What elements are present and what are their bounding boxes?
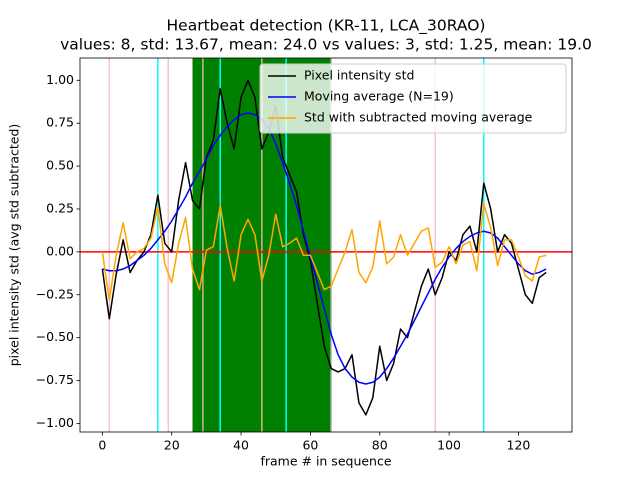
x-tick-label: 80: [372, 438, 388, 453]
x-axis-label: frame # in sequence: [260, 454, 391, 469]
y-tick-label: 0.50: [46, 158, 74, 173]
chart-subtitle: values: 8, std: 13.67, mean: 24.0 vs val…: [60, 36, 592, 54]
legend-box: [259, 63, 567, 134]
data-line: [101, 203, 547, 301]
legend-label: Std with subtracted moving average: [304, 110, 533, 125]
chart-title: Heartbeat detection (KR-11, LCA_30RAO): [167, 17, 486, 36]
legend-label: Pixel intensity std: [304, 68, 414, 83]
y-tick-label: 0.25: [46, 200, 74, 215]
x-tick-label: 20: [164, 438, 180, 453]
y-tick-label: −0.50: [36, 329, 74, 344]
legend-label: Moving average (N=19): [304, 89, 454, 104]
x-tick-label: 40: [233, 438, 249, 453]
y-tick-label: 1.00: [46, 72, 74, 87]
x-tick-label: 0: [98, 438, 106, 453]
y-tick-label: −0.25: [36, 286, 74, 301]
y-tick-label: −1.00: [36, 415, 74, 430]
y-tick-label: −0.75: [36, 372, 74, 387]
y-axis-label: pixel intensity std (avg std subtracted): [7, 124, 22, 367]
data-line: [102, 112, 547, 385]
y-tick-label: 0.75: [46, 115, 74, 130]
x-tick-label: 100: [437, 438, 461, 453]
axes-frame: [79, 57, 573, 433]
x-tick-label: 60: [302, 438, 318, 453]
x-tick-label: 120: [507, 438, 531, 453]
y-tick-label: 0.00: [46, 243, 74, 258]
